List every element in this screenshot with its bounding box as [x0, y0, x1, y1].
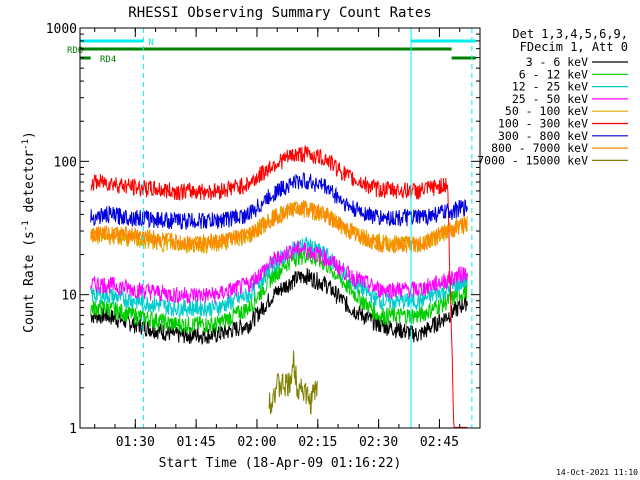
series-line — [90, 145, 468, 428]
series-line — [90, 171, 468, 230]
series-lines — [90, 145, 468, 428]
legend-entry-label: 12 - 25 keV — [512, 80, 588, 94]
series-line — [90, 268, 468, 346]
flag-label: RD4 — [100, 55, 116, 65]
legend-entry-label: 3 - 6 keV — [526, 55, 588, 69]
legend-entry-label: 6 - 12 keV — [519, 67, 588, 81]
y-tick-label: 10 — [61, 289, 77, 304]
y-axis-label-main: Count Rate (s — [22, 231, 37, 333]
plot-frame — [79, 27, 481, 429]
plot-timestamp: 14-Oct-2021 11:10 — [556, 468, 638, 477]
flag-label: N — [148, 38, 153, 48]
legend-header-line1: Det 1,3,4,5,6,9, — [512, 27, 628, 41]
flag-bars: N RDO RD4 — [67, 38, 476, 65]
y-axis-label-sup2: -1 — [21, 139, 31, 150]
y-axis-label-sup1: -1 — [21, 220, 31, 231]
series-line — [268, 350, 318, 415]
y-axis-label-end: ) — [22, 131, 37, 139]
legend-entry-label: 25 - 50 keV — [512, 92, 588, 106]
chart-title: RHESSI Observing Summary Count Rates — [128, 5, 431, 21]
series-line — [90, 200, 468, 254]
x-tick-label: 02:15 — [298, 435, 337, 450]
x-axis-label: Start Time (18-Apr-09 01:16:22) — [159, 456, 402, 471]
axes: 1 10 100 1000 01:30 01:45 02:00 02:15 02:30 02:45 — [46, 22, 481, 450]
flag-label: RDO — [67, 46, 83, 56]
legend: Det 1,3,4,5,6,9, FDecim 1, Att 0 3 - 6 k… — [477, 27, 628, 167]
legend-entry-label: 50 - 100 keV — [505, 104, 588, 118]
y-axis-label-mid: detector — [22, 150, 37, 221]
x-tick-label: 02:30 — [359, 435, 398, 450]
legend-entry-label: 300 - 800 keV — [498, 129, 588, 143]
y-tick-label: 100 — [54, 155, 77, 170]
y-axis-label: Count Rate (s-1 detector-1) — [21, 131, 37, 333]
y-tick-label: 1000 — [46, 22, 77, 37]
legend-entry-label: 100 - 300 keV — [498, 117, 588, 131]
y-tick-label: 1 — [69, 422, 77, 437]
x-tick-label: 02:45 — [420, 435, 459, 450]
legend-entry-label: 800 - 7000 keV — [491, 141, 588, 155]
time-markers — [79, 28, 473, 428]
x-tick-label: 02:00 — [237, 435, 276, 450]
x-tick-label: 01:30 — [116, 435, 155, 450]
series-line — [90, 236, 468, 319]
legend-entry-label: 7000 - 15000 keV — [477, 153, 588, 167]
x-tick-label: 01:45 — [177, 435, 216, 450]
series-line — [90, 239, 468, 304]
legend-header-line2: FDecim 1, Att 0 — [520, 40, 628, 54]
